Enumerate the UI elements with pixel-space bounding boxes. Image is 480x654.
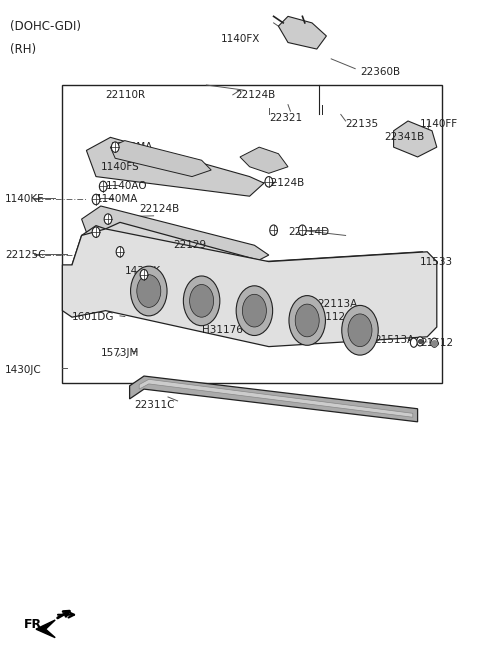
Text: 22110R: 22110R (106, 90, 146, 100)
Text: 22125C: 22125C (5, 250, 45, 260)
Circle shape (92, 194, 100, 205)
Text: 11533: 11533 (420, 256, 453, 267)
Text: 1140MA: 1140MA (96, 194, 138, 205)
Text: 21513A: 21513A (374, 335, 415, 345)
Polygon shape (130, 376, 418, 422)
Text: 22113A: 22113A (317, 299, 357, 309)
Text: (DOHC-GDI): (DOHC-GDI) (10, 20, 81, 33)
Text: 1140FF: 1140FF (420, 119, 458, 129)
Text: 22360B: 22360B (360, 67, 400, 77)
Circle shape (299, 225, 306, 235)
Circle shape (295, 304, 319, 337)
Circle shape (183, 276, 220, 326)
Polygon shape (110, 141, 211, 177)
Text: 1140FX: 1140FX (221, 34, 260, 44)
Circle shape (289, 296, 325, 345)
Text: 22114D: 22114D (288, 227, 329, 237)
Circle shape (137, 275, 161, 307)
Text: 22112A: 22112A (312, 312, 352, 322)
Polygon shape (139, 379, 413, 417)
Text: 1140FS: 1140FS (101, 162, 140, 172)
Polygon shape (82, 206, 269, 265)
Circle shape (92, 227, 100, 237)
Circle shape (417, 337, 423, 346)
Text: 21512: 21512 (420, 338, 453, 349)
Polygon shape (86, 137, 264, 196)
Text: 22135: 22135 (346, 119, 379, 129)
Text: 22124B: 22124B (235, 90, 276, 100)
Circle shape (111, 142, 119, 152)
Text: 1430JC: 1430JC (5, 364, 42, 375)
Circle shape (236, 286, 273, 336)
Circle shape (140, 269, 148, 280)
Circle shape (265, 177, 273, 187)
Text: 1140KE: 1140KE (5, 194, 45, 205)
Circle shape (410, 338, 417, 347)
Circle shape (431, 338, 438, 347)
Polygon shape (62, 229, 437, 347)
Circle shape (190, 284, 214, 317)
Text: 1140AO: 1140AO (106, 181, 147, 192)
Text: 22129: 22129 (173, 240, 206, 250)
Text: 22341B: 22341B (384, 132, 424, 143)
Polygon shape (278, 16, 326, 49)
Text: 1430JK: 1430JK (125, 266, 161, 277)
Text: FR.: FR. (24, 618, 47, 631)
Text: 22124B: 22124B (139, 204, 180, 215)
Text: 22321: 22321 (269, 112, 302, 123)
Circle shape (270, 225, 277, 235)
Text: 1140MA: 1140MA (110, 142, 153, 152)
Polygon shape (72, 222, 432, 281)
Polygon shape (240, 147, 288, 173)
Text: 1601DG: 1601DG (72, 312, 115, 322)
Circle shape (104, 214, 112, 224)
Text: 22311C: 22311C (134, 400, 175, 411)
Polygon shape (394, 121, 437, 157)
Circle shape (242, 294, 266, 327)
Circle shape (348, 314, 372, 347)
Circle shape (116, 247, 124, 257)
Circle shape (342, 305, 378, 355)
Text: 1573JM: 1573JM (101, 348, 139, 358)
Text: (RH): (RH) (10, 43, 36, 56)
Text: 22124B: 22124B (264, 178, 304, 188)
Circle shape (131, 266, 167, 316)
Text: H31176: H31176 (202, 325, 242, 336)
Polygon shape (36, 620, 55, 638)
Bar (62, 85, 442, 383)
Circle shape (99, 181, 107, 192)
